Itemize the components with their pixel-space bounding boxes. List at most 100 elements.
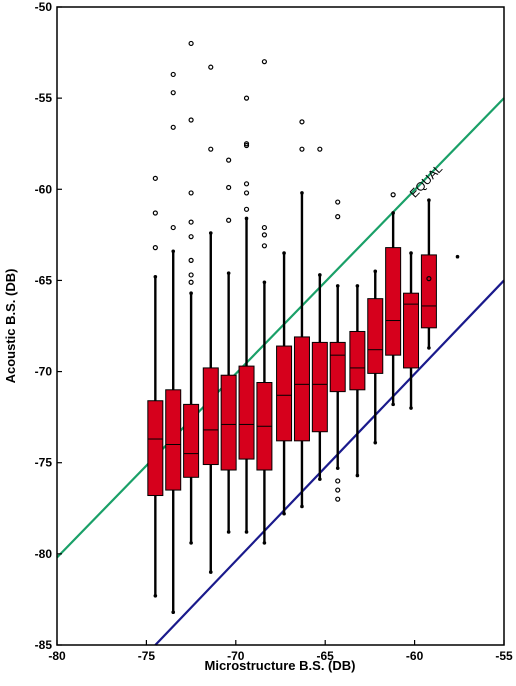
box-4 <box>202 64 219 574</box>
outlier-point <box>243 95 250 101</box>
whisker-end-high <box>244 216 249 221</box>
y-tick-label: -55 <box>35 91 53 105</box>
whisker-end-low <box>391 402 395 407</box>
outlier-point <box>243 141 250 147</box>
outlier-point <box>226 184 232 191</box>
whisker-end-high <box>409 251 413 255</box>
box-body <box>385 247 402 356</box>
y-axis-title: Acoustic B.S. (DB) <box>3 269 18 384</box>
outlier-point <box>335 214 341 220</box>
outlier-point <box>335 199 341 205</box>
box-body <box>311 341 328 433</box>
y-tick-label: -50 <box>35 0 53 14</box>
y-tick-label: -65 <box>35 273 53 287</box>
outlier-point <box>335 496 341 502</box>
whisker-end-low <box>335 466 340 470</box>
box-body <box>276 345 293 442</box>
whisker-end-low <box>409 406 413 410</box>
whisker-end-high <box>427 198 431 203</box>
outlier-point <box>226 157 232 163</box>
whisker-end-low <box>153 593 158 598</box>
box-5 <box>220 157 237 534</box>
outlier-point <box>243 190 250 196</box>
reference-lines <box>56 97 505 646</box>
whisker-end-low <box>282 511 286 516</box>
outlier-point <box>170 71 176 78</box>
box-body <box>165 389 182 491</box>
box-16 <box>420 198 437 350</box>
box-body <box>349 330 366 391</box>
whisker-end-low <box>262 541 267 545</box>
box-plots <box>147 40 460 614</box>
outlier-point <box>188 219 194 225</box>
box-body <box>293 336 310 442</box>
offset-line <box>154 279 505 646</box>
box-6 <box>238 95 255 534</box>
x-axis: -80 -75 -70 -65 -60 -55 <box>48 640 513 663</box>
outlier-point <box>226 217 232 223</box>
whisker-end-low <box>318 477 322 481</box>
box-3 <box>183 40 200 545</box>
whisker-end-high <box>373 269 378 274</box>
whisker-end-low <box>171 610 176 614</box>
box-body <box>202 367 219 466</box>
box-10 <box>311 146 328 481</box>
outlier-point <box>243 181 250 187</box>
x-tick-label: -70 <box>227 649 245 663</box>
box-body <box>147 400 164 497</box>
y-tick-label: -85 <box>35 638 53 652</box>
x-tick-label: -75 <box>138 649 156 663</box>
box-body <box>220 374 237 471</box>
outlier-point <box>243 206 250 212</box>
box-2 <box>165 71 182 614</box>
box-12 <box>349 284 366 478</box>
box-13 <box>367 269 384 445</box>
x-tick-label: -80 <box>48 649 66 663</box>
outlier-point <box>335 487 341 493</box>
whisker-end-high <box>318 273 322 277</box>
whisker-end-low <box>300 504 304 509</box>
box-body <box>329 341 346 393</box>
whisker-end-low <box>226 530 231 534</box>
box-9 <box>293 119 310 509</box>
y-axis: -50 -55 -60 -65 -70 -75 -80 -85 <box>35 0 62 652</box>
outlier-point <box>152 245 158 251</box>
x-tick-label: -65 <box>317 649 335 663</box>
outlier-point <box>188 279 194 285</box>
whisker-end-high <box>189 291 193 295</box>
whisker-end-high <box>391 211 395 215</box>
outlier-point <box>170 124 176 130</box>
whisker-end-high <box>208 231 213 235</box>
whisker-end-high <box>335 284 340 288</box>
outlier-point <box>188 40 194 47</box>
box-8 <box>276 251 293 516</box>
box-body <box>367 298 384 374</box>
outlier-point <box>390 192 396 198</box>
box-14 <box>385 192 402 407</box>
y-tick-label: -70 <box>35 365 53 379</box>
outlier-point <box>188 190 194 196</box>
box-17 <box>455 254 460 259</box>
box-body <box>238 365 255 460</box>
y-tick-label: -75 <box>35 456 53 470</box>
outlier-point <box>261 243 268 249</box>
outlier-point <box>455 254 460 259</box>
whisker-end-high <box>153 274 158 279</box>
outlier-point <box>335 478 341 484</box>
outlier-point <box>188 257 194 263</box>
box-11 <box>329 199 346 502</box>
outlier-point <box>188 117 194 123</box>
y-tick-label: -60 <box>35 182 53 196</box>
x-axis-title: Microstructure B.S. (DB) <box>205 658 356 673</box>
whisker-end-high <box>226 271 231 275</box>
outlier-point <box>243 142 250 149</box>
box-15 <box>403 251 420 410</box>
outlier-point <box>299 146 305 152</box>
whisker-end-low <box>427 346 431 350</box>
outlier-point <box>426 276 432 282</box>
whisker-end-low <box>189 541 193 545</box>
x-tick-label: -55 <box>495 649 513 663</box>
whisker-end-low <box>373 440 378 445</box>
